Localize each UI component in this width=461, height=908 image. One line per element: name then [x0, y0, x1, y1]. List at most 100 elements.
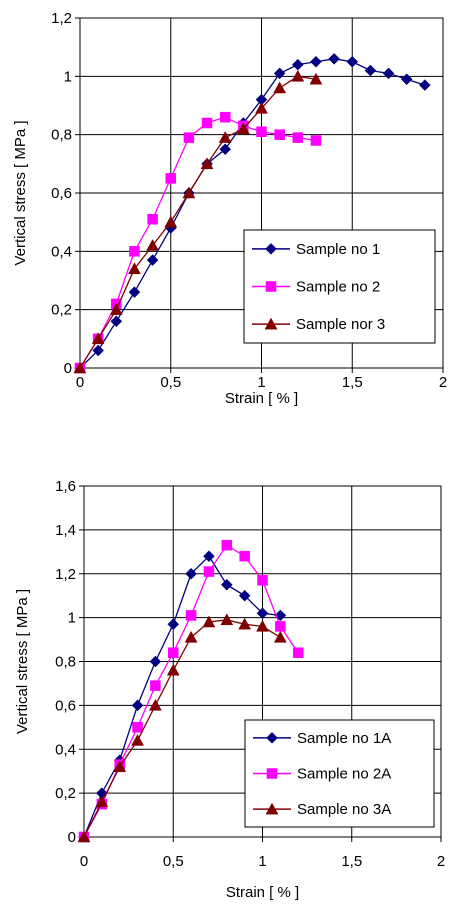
data-point	[292, 132, 304, 143]
data-point	[183, 132, 195, 143]
data-point	[382, 67, 395, 80]
data-point	[273, 630, 287, 643]
y-axis-label: Vertical stress [ MPa ]	[14, 589, 31, 734]
data-point	[150, 680, 161, 691]
data-point	[113, 760, 127, 773]
data-point	[221, 539, 233, 551]
data-point	[273, 81, 287, 94]
data-point	[164, 215, 178, 228]
chart-1: 0 0,5 1 1,5 2 0 0,2 0,4 0,6 0,8 1 1,2 Strain [ % ] Ve…	[12, 10, 447, 407]
data-point	[328, 52, 340, 65]
y-tick-label: 1,6	[55, 478, 76, 495]
legend-swatch-marker	[265, 281, 277, 292]
y-tick-label: 1,2	[51, 10, 72, 27]
y-tick-label: 0	[64, 360, 72, 377]
legend-swatch-marker	[265, 802, 279, 815]
data-point	[203, 566, 215, 577]
data-point	[146, 254, 159, 266]
data-point	[73, 361, 87, 374]
data-point	[184, 630, 198, 643]
data-point	[166, 663, 180, 676]
data-point	[346, 55, 359, 68]
data-point	[291, 69, 305, 82]
data-point	[201, 117, 213, 129]
y-axis-label: Vertical stress [ MPa ]	[12, 120, 29, 265]
data-point	[182, 186, 196, 199]
x-tick-label: 0,5	[163, 853, 184, 870]
y-tick-label: 1,4	[55, 522, 76, 539]
data-point	[149, 655, 162, 668]
data-point	[131, 733, 144, 746]
x-axis-label: Strain [ % ]	[225, 390, 298, 407]
data-point	[275, 621, 286, 632]
data-point	[310, 135, 322, 146]
data-point	[185, 567, 197, 580]
legend-swatch-marker	[266, 731, 278, 744]
legend-label: Sample no 1A	[297, 730, 391, 747]
data-point	[236, 122, 250, 135]
y-tick-label: 1	[64, 68, 72, 85]
data-point	[132, 722, 143, 733]
legend: Sample no 1A Sample no 2A Sample no 3A	[244, 719, 435, 828]
x-axis-label: Strain [ % ]	[226, 884, 299, 901]
series-3	[73, 69, 323, 374]
data-point	[255, 101, 268, 114]
y-tick-label: 0,2	[55, 785, 76, 802]
legend-label: Sample no 2A	[297, 766, 391, 783]
data-point	[238, 617, 252, 630]
y-tick-label: 0,8	[55, 654, 76, 671]
legend: Sample no 1 Sample no 2 Sample nor 3	[243, 229, 436, 344]
data-point	[165, 173, 176, 184]
x-tick-label: 1	[257, 374, 265, 391]
x-tick-label: 1,5	[342, 374, 363, 391]
data-point	[92, 344, 105, 357]
data-point	[364, 64, 377, 77]
data-point	[238, 589, 251, 602]
chart-2: 0 0,5 1 1,5 2 0 0,2 0,4 0,6 0,8 1 1,2 1,4 1,6 Strain […	[14, 478, 445, 901]
data-point	[146, 238, 160, 251]
legend-swatch-marker	[265, 242, 277, 255]
y-tick-label: 0,6	[55, 697, 76, 714]
data-point	[148, 698, 162, 711]
x-tick-label: 2	[439, 374, 447, 391]
y-tick-label: 0,6	[51, 185, 72, 202]
data-point	[109, 303, 123, 315]
series-3	[77, 613, 287, 843]
legend-label: Sample no 1	[296, 241, 380, 258]
legend-label: Sample nor 3	[296, 316, 385, 333]
y-tick-label: 0,4	[55, 741, 76, 758]
data-point	[274, 129, 285, 140]
data-point	[239, 550, 250, 562]
data-point	[203, 550, 215, 563]
x-tick-label: 1	[258, 853, 266, 870]
data-point	[219, 111, 231, 123]
data-point	[292, 647, 304, 658]
data-point	[91, 332, 105, 345]
data-point	[185, 610, 197, 621]
data-point	[218, 131, 232, 143]
data-point	[273, 67, 286, 80]
data-point	[310, 55, 322, 68]
legend-label: Sample no 2	[296, 279, 380, 296]
x-tick-label: 1,5	[341, 853, 362, 870]
data-point	[418, 79, 431, 91]
y-tick-label: 0,8	[51, 127, 72, 144]
data-point	[168, 647, 179, 658]
data-point	[95, 795, 109, 808]
data-point	[256, 126, 267, 137]
data-point	[257, 575, 268, 586]
y-tick-label: 0,2	[51, 302, 72, 319]
x-tick-label: 0	[76, 374, 84, 391]
legend-swatch-marker	[266, 768, 278, 779]
data-point	[309, 72, 323, 85]
y-tick-label: 1	[68, 610, 76, 627]
x-tick-label: 0	[80, 853, 88, 870]
x-tick-label: 2	[437, 853, 445, 870]
data-point	[400, 73, 413, 86]
y-tick-label: 1,2	[55, 566, 76, 583]
data-point	[128, 262, 141, 275]
data-point	[256, 607, 269, 620]
legend-swatch-marker	[264, 317, 278, 330]
data-point	[256, 619, 269, 632]
